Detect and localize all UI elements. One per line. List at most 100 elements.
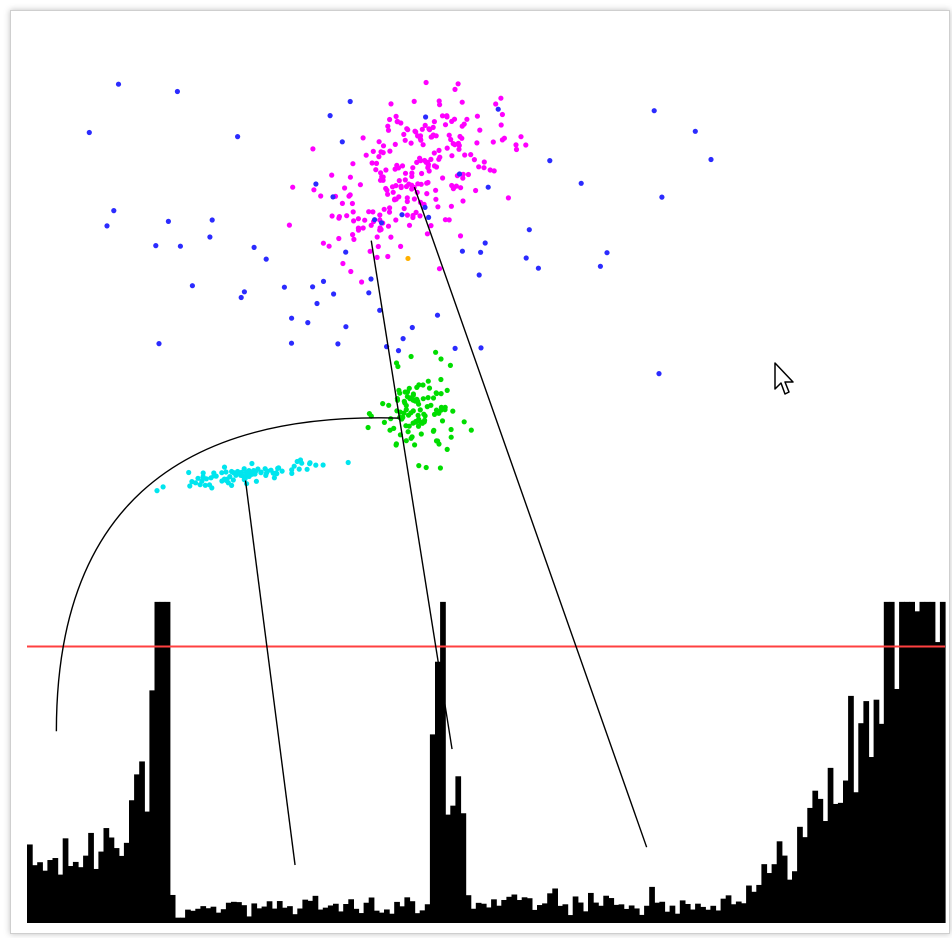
histogram-bar [261,906,268,923]
histogram-bar [567,915,574,923]
data-point [409,170,415,176]
histogram-bar [27,844,33,923]
data-point [368,222,374,228]
histogram-bar [450,805,456,923]
data-point [452,86,458,92]
data-point [294,458,300,465]
histogram-bar [725,895,732,923]
data-point [426,214,432,220]
data-point [526,227,532,233]
histogram-bar [700,906,706,923]
data-point [656,371,662,377]
histogram-bar [883,601,890,923]
histogram-bar [822,821,829,923]
connector-layer [55,186,648,866]
data-point [398,243,404,249]
histogram-bar [486,907,492,923]
data-point [457,233,464,239]
data-point [439,113,446,119]
histogram-bar [429,734,436,923]
histogram-bar [322,907,329,923]
histogram-bar [98,851,105,923]
data-point [404,198,410,205]
data-point [375,243,381,250]
data-point [366,290,372,296]
histogram-bar [496,905,502,923]
data-point [440,175,446,181]
data-point [177,243,183,249]
data-point [276,465,282,471]
data-point [410,392,416,398]
data-point [459,248,465,254]
data-point [160,484,166,490]
histogram-bar [659,901,666,923]
data-point [388,101,394,107]
histogram-bar [445,814,451,923]
histogram-bar [384,909,390,923]
data-point [329,172,335,178]
data-point [408,140,414,146]
data-point [174,88,180,95]
data-point [659,194,665,200]
data-point [233,472,239,478]
data-point [393,360,400,366]
data-point [235,134,241,140]
data-point [186,469,192,476]
data-point [370,148,376,154]
data-point [412,442,418,448]
data-point [438,391,444,397]
data-point [597,263,604,269]
data-point [383,167,389,173]
data-point [437,154,443,160]
data-point [424,191,430,197]
histogram-bar [929,601,936,923]
data-point [390,189,396,195]
data-point [453,183,459,189]
data-point [430,124,436,130]
data-point [366,411,372,417]
data-point [249,471,255,477]
data-point [444,145,450,151]
data-point [405,127,411,133]
histogram-bar [276,901,283,923]
data-point [405,429,411,435]
histogram-bar [521,897,528,923]
data-point [241,289,247,295]
histogram-bar [491,899,497,923]
data-point [481,159,487,165]
data-point [398,183,404,189]
data-point [431,119,437,125]
data-point [386,209,393,215]
data-point [408,353,414,360]
mouse-pointer-icon [774,362,794,395]
histogram-bar [460,813,467,923]
histogram-bar [888,601,895,923]
data-point [476,272,482,278]
data-point [430,395,437,401]
data-point [339,200,345,206]
data-point [424,231,430,237]
data-point [387,116,393,123]
histogram-bar [654,902,660,923]
data-point [207,234,213,240]
data-point [448,203,454,209]
data-point [444,113,450,119]
histogram-bar [628,905,635,923]
histogram-bar [343,904,349,923]
histogram-bar [52,858,59,923]
histogram-bar [57,874,64,923]
histogram-bar [480,903,487,923]
data-point [381,206,387,212]
data-point [433,196,439,202]
histogram-bar [904,601,910,923]
histogram-bar [766,873,773,923]
data-point [387,148,393,154]
data-point [444,446,450,452]
histogram-bar [210,906,217,923]
histogram-bar [644,905,650,923]
data-point [450,408,456,414]
data-point [482,240,488,246]
histogram-bar [302,899,309,923]
data-point [393,183,399,189]
data-point [202,482,208,488]
